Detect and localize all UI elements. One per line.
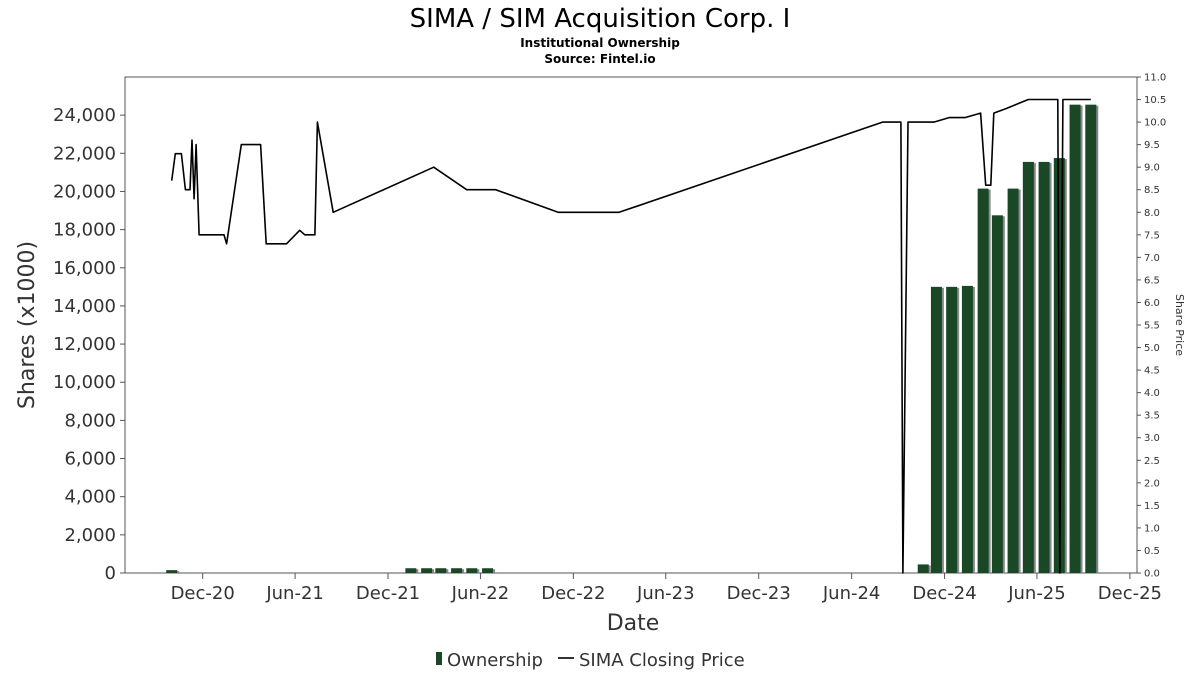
chart-subtitle: Institutional Ownership (520, 36, 680, 50)
y2-tick-label: 0.5 (1144, 546, 1160, 557)
legend-swatch-ownership (436, 652, 442, 665)
ownership-bar (1085, 104, 1097, 574)
y2-tick-label: 5.5 (1144, 321, 1160, 332)
left-y-axis: 0 2,000 4,000 6,000 8,000 10,000 12,000 14,000 1… (53, 105, 125, 584)
y2-tick-label: 1.5 (1144, 501, 1160, 512)
right-y-axis: 0.0 0.5 1.0 1.5 2.0 2.5 3.0 3.5 4.0 4.5 5.0 5.5 6.0 6… (1137, 73, 1166, 580)
y-tick-label: 22,000 (53, 143, 116, 164)
y-tick-label: 20,000 (53, 181, 116, 202)
ownership-bar (946, 286, 958, 573)
chart-source: Source: Fintel.io (544, 52, 655, 66)
x-tick-label: Jun-22 (451, 583, 510, 604)
x-axis-title: Date (607, 611, 660, 636)
ownership-bar (961, 285, 973, 573)
ownership-bar (930, 286, 942, 573)
x-tick-label: Dec-21 (356, 583, 420, 604)
x-tick-label: Jun-21 (265, 583, 324, 604)
y2-axis-title: Share Price (1173, 294, 1186, 356)
y-tick-label: 4,000 (64, 487, 116, 508)
x-tick-label: Dec-24 (912, 583, 976, 604)
chart-title: SIMA / SIM Acquisition Corp. I (410, 4, 791, 34)
y2-tick-label: 3.0 (1144, 433, 1160, 444)
x-tick-label: Dec-23 (727, 583, 791, 604)
y-axis-title: Shares (x1000) (15, 241, 40, 409)
ownership-bar (991, 215, 1003, 574)
ownership-bar (451, 568, 463, 573)
legend-label-ownership: Ownership (447, 650, 543, 671)
x-tick-label: Dec-22 (541, 583, 605, 604)
y2-tick-label: 4.0 (1144, 388, 1160, 399)
y-tick-label: 8,000 (64, 410, 116, 431)
ownership-bar (421, 568, 433, 573)
y-tick-label: 0 (105, 563, 116, 584)
y2-tick-label: 5.0 (1144, 343, 1160, 354)
ownership-bar (977, 188, 989, 573)
y2-tick-label: 7.5 (1144, 230, 1160, 241)
y2-tick-label: 8.0 (1144, 208, 1160, 219)
x-axis: Dec-20 Jun-21 Dec-21 Jun-22 Dec-22 Jun-23 Dec-… (171, 573, 1162, 604)
ownership-bar (1069, 104, 1081, 574)
x-tick-label: Dec-25 (1098, 583, 1162, 604)
ownership-bar (405, 568, 417, 573)
y-tick-label: 14,000 (53, 296, 116, 317)
legend: Ownership SIMA Closing Price (436, 650, 745, 671)
x-tick-label: Jun-24 (822, 583, 881, 604)
y2-tick-label: 6.5 (1144, 275, 1160, 286)
ownership-bars (166, 104, 1099, 574)
ownership-bar (1007, 188, 1019, 573)
ownership-bar (1022, 161, 1034, 573)
y-tick-label: 2,000 (64, 525, 116, 546)
y2-tick-label: 8.5 (1144, 185, 1160, 196)
y2-tick-label: 11.0 (1144, 73, 1166, 84)
ownership-bar (435, 568, 447, 573)
ownership-bar (166, 570, 178, 573)
x-tick-label: Dec-20 (171, 583, 235, 604)
y2-tick-label: 3.5 (1144, 411, 1160, 422)
y2-tick-label: 7.0 (1144, 253, 1160, 264)
y2-tick-label: 1.0 (1144, 523, 1160, 534)
y-tick-label: 16,000 (53, 258, 116, 279)
y-tick-label: 12,000 (53, 334, 116, 355)
y-tick-label: 18,000 (53, 220, 116, 241)
y2-tick-label: 2.5 (1144, 456, 1160, 467)
y-tick-label: 6,000 (64, 449, 116, 470)
y2-tick-label: 4.5 (1144, 366, 1160, 377)
legend-label-price: SIMA Closing Price (579, 650, 745, 671)
ownership-bar (466, 568, 478, 573)
y2-tick-label: 9.0 (1144, 163, 1160, 174)
ownership-bar (1038, 161, 1050, 573)
x-tick-label: Jun-23 (636, 583, 695, 604)
ownership-bar (482, 568, 494, 573)
x-tick-label: Jun-25 (1007, 583, 1066, 604)
y-tick-label: 24,000 (53, 105, 116, 126)
ownership-bar (917, 564, 929, 573)
y2-tick-label: 9.5 (1144, 140, 1160, 151)
y2-tick-label: 0.0 (1144, 569, 1160, 580)
y2-tick-label: 2.0 (1144, 478, 1160, 489)
y2-tick-label: 10.5 (1144, 95, 1166, 106)
y-tick-label: 10,000 (53, 372, 116, 393)
y2-tick-label: 6.0 (1144, 298, 1160, 309)
price-line-layer (170, 98, 1091, 574)
y2-tick-label: 10.0 (1144, 118, 1166, 129)
price-line (170, 98, 1091, 574)
